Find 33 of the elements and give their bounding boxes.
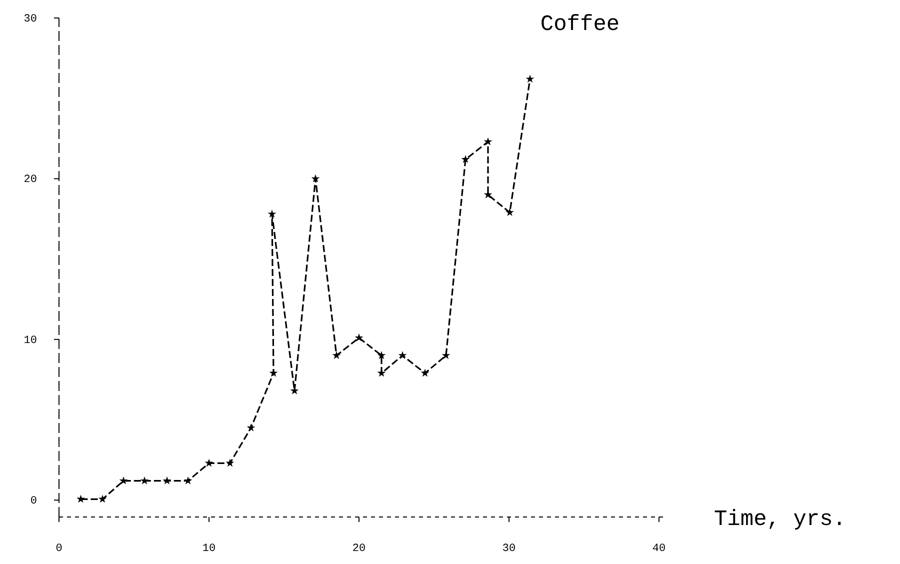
y-tick-label: 30 bbox=[24, 14, 37, 26]
point bbox=[162, 476, 172, 484]
point bbox=[484, 137, 492, 146]
point bbox=[461, 154, 470, 164]
point bbox=[311, 174, 320, 182]
x-tick-label: 20 bbox=[352, 542, 366, 555]
point bbox=[398, 351, 407, 360]
point bbox=[140, 476, 149, 484]
point bbox=[119, 476, 128, 484]
point bbox=[226, 458, 234, 467]
y-tick-label: 0 bbox=[30, 496, 37, 508]
point bbox=[246, 423, 256, 432]
point bbox=[332, 351, 341, 360]
point bbox=[184, 476, 192, 484]
point bbox=[377, 351, 386, 360]
point bbox=[269, 368, 278, 377]
point bbox=[506, 208, 514, 216]
y-tick-label: 10 bbox=[24, 334, 37, 347]
x-axis-title: Time, yrs. bbox=[714, 507, 846, 532]
point bbox=[420, 368, 430, 377]
y-tick-label: 20 bbox=[24, 174, 37, 186]
point bbox=[98, 494, 107, 503]
x-tick-label: 0 bbox=[56, 542, 62, 555]
point bbox=[76, 494, 85, 503]
chart-title: Coffee bbox=[540, 12, 620, 37]
point bbox=[354, 333, 364, 342]
point bbox=[204, 458, 214, 467]
x-tick-label: 10 bbox=[202, 542, 216, 555]
x-tick-label: 30 bbox=[502, 542, 516, 555]
point bbox=[442, 351, 450, 360]
x-tick-label: 40 bbox=[652, 542, 666, 555]
point bbox=[268, 210, 276, 218]
point bbox=[526, 74, 534, 83]
